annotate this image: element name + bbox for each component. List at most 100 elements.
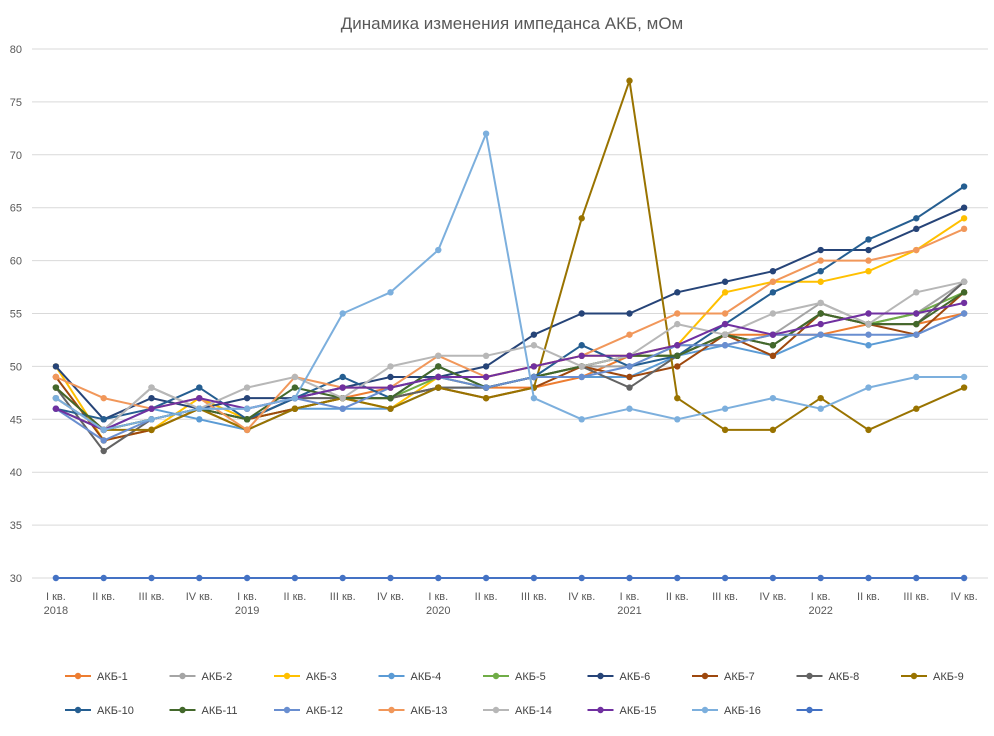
data-point: [339, 405, 346, 412]
legend-marker: [597, 706, 604, 714]
data-point: [626, 405, 633, 412]
data-point: [721, 405, 729, 412]
x-tick-label: I кв.: [811, 591, 831, 603]
y-tick-label: 30: [10, 573, 22, 585]
data-point: [387, 384, 394, 391]
data-point: [291, 373, 299, 381]
legend-marker: [597, 672, 604, 680]
data-point: [913, 215, 920, 222]
series-line: [55, 280, 965, 431]
legend-marker: [74, 706, 82, 714]
data-point: [100, 437, 107, 444]
legend-marker: [388, 706, 395, 714]
data-point: [387, 363, 394, 370]
legend-item: АКБ-8: [796, 671, 859, 683]
data-point: [913, 320, 920, 328]
data-point: [52, 394, 60, 402]
y-tick-label: 80: [10, 44, 22, 56]
legend-item: АКБ-4: [378, 671, 441, 683]
legend-item: АКБ-12: [274, 705, 343, 717]
x-tick-year: 2022: [808, 605, 832, 617]
data-point: [435, 373, 442, 381]
data-point: [339, 373, 346, 381]
data-point: [435, 352, 442, 360]
data-point: [865, 257, 872, 264]
data-point: [482, 394, 490, 402]
data-point: [148, 574, 155, 582]
legend-item: АКБ-7: [692, 671, 755, 683]
x-tick-label: II кв.: [666, 591, 689, 603]
data-point: [339, 310, 346, 317]
data-point: [482, 352, 490, 360]
data-point: [960, 225, 968, 233]
data-point: [196, 384, 203, 391]
x-tick-year: 2019: [235, 605, 259, 617]
data-point: [721, 342, 729, 349]
data-point: [913, 225, 920, 233]
data-point: [721, 574, 729, 582]
data-point: [721, 426, 729, 434]
legend-item: АКБ-15: [587, 705, 656, 717]
legend-item: АКБ-14: [483, 705, 552, 717]
data-point: [578, 373, 585, 381]
data-point: [578, 310, 585, 317]
series-line: [55, 132, 965, 431]
legend-label: АКБ-14: [515, 705, 552, 717]
x-tick-label: II кв.: [475, 591, 498, 603]
data-point: [530, 394, 538, 402]
data-point: [769, 278, 777, 285]
x-tick-label: IV кв.: [759, 591, 786, 603]
data-point: [817, 574, 824, 582]
data-point: [913, 373, 920, 381]
series-line: [55, 79, 965, 431]
data-point: [865, 426, 872, 434]
data-point: [435, 246, 442, 254]
y-tick-label: 35: [10, 520, 22, 532]
legend-marker: [806, 672, 813, 680]
x-tick-label: III кв.: [712, 591, 738, 603]
legend-item: [796, 706, 823, 714]
data-point: [960, 204, 968, 211]
data-point: [721, 320, 729, 328]
legend-label: АКБ-12: [306, 705, 343, 717]
series-line: [55, 291, 965, 431]
data-point: [626, 384, 633, 391]
data-point: [626, 310, 633, 317]
data-point: [52, 574, 60, 582]
legend-label: АКБ-10: [97, 705, 134, 717]
data-point: [243, 574, 251, 582]
data-point: [291, 384, 299, 391]
x-tick-label: I кв.: [46, 591, 66, 603]
y-axis-ticks: 30 35 40 45 50 55 60 65 70 75 80: [10, 44, 22, 585]
data-point: [674, 394, 681, 402]
data-point: [387, 373, 394, 381]
data-point: [148, 405, 155, 412]
legend-item: АКБ-16: [692, 705, 761, 717]
data-point: [530, 363, 538, 370]
data-point: [196, 416, 203, 423]
series-12: [52, 310, 968, 444]
legend-label: АКБ-9: [933, 671, 964, 683]
data-point: [148, 394, 155, 402]
data-point: [100, 416, 107, 423]
data-point: [960, 183, 968, 190]
data-point: [721, 289, 729, 296]
data-point: [865, 331, 872, 338]
data-point: [626, 373, 633, 381]
legend-label: АКБ-13: [411, 705, 448, 717]
data-point: [387, 574, 394, 582]
data-point: [578, 215, 585, 222]
y-tick-label: 55: [10, 309, 22, 321]
data-point: [100, 394, 107, 402]
data-point: [52, 384, 60, 391]
data-point: [196, 405, 203, 412]
data-point: [243, 416, 251, 423]
data-point: [435, 363, 442, 370]
series-16: [52, 130, 968, 434]
data-point: [769, 352, 777, 360]
data-point: [960, 299, 968, 307]
data-point: [769, 267, 777, 275]
legend-item: АКБ-5: [483, 671, 546, 683]
data-point: [960, 215, 968, 222]
